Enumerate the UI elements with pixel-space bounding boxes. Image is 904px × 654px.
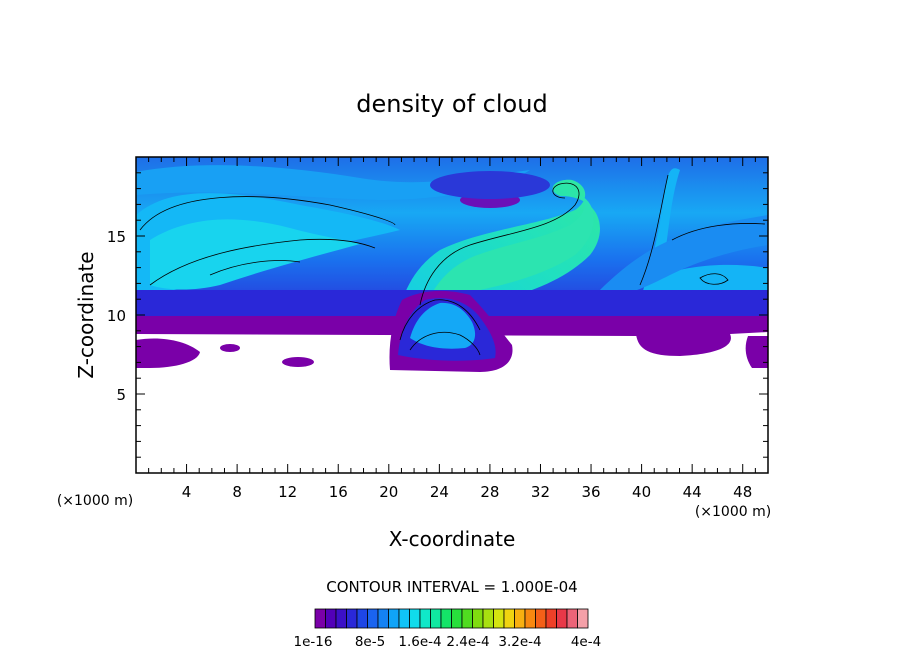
x-tick-label: 24 — [430, 483, 449, 501]
x-tick-label: 40 — [632, 483, 651, 501]
colorbar-swatch — [451, 608, 463, 629]
contour-line-6 — [671, 223, 766, 241]
contour-line-4 — [419, 182, 580, 306]
purple-patch-2 — [282, 357, 314, 367]
colorbar-label: 4e-4 — [571, 634, 601, 650]
colorbar-swatch — [430, 608, 442, 629]
contour-line-7 — [699, 273, 729, 285]
colorbar-swatch — [535, 608, 547, 629]
x-tick-label: 48 — [733, 483, 752, 501]
x-tick-label: 32 — [531, 483, 550, 501]
colorbar-labels: 1e-16 8e-5 1.6e-4 2.4e-4 3.2e-4 4e-4 — [294, 634, 602, 650]
colorbar-swatch — [335, 608, 347, 629]
colorbar-swatch — [524, 608, 536, 629]
y-axis-unit: (×1000 m) — [57, 493, 133, 509]
right-band — [600, 215, 768, 300]
y-tick-label: 10 — [107, 307, 126, 325]
colorbar — [314, 608, 589, 629]
contour-line-5 — [639, 174, 669, 286]
x-axis-tick-labels: 4 8 12 16 20 24 28 32 36 40 44 48 — [182, 483, 752, 501]
contour-line-8 — [399, 299, 481, 341]
purple-patch-far-right — [745, 336, 768, 368]
y-axis-ticks — [136, 172, 768, 458]
contour-lines — [139, 174, 766, 356]
x-tick-label: 20 — [379, 483, 398, 501]
colorbar-swatch — [482, 608, 494, 629]
colorbar-swatch — [377, 608, 389, 629]
colorbar-swatch — [356, 608, 368, 629]
x-tick-label: 16 — [329, 483, 348, 501]
colorbar-swatch — [566, 608, 578, 629]
y-tick-label: 5 — [116, 386, 126, 404]
purple-patch-1 — [220, 344, 240, 352]
right-swirl — [640, 168, 768, 300]
colorbar-swatch — [493, 608, 505, 629]
colorbar-label: 3.2e-4 — [498, 634, 541, 650]
colorbar-swatch — [419, 608, 431, 629]
colorbar-swatch — [325, 608, 337, 629]
purple-patch-left — [136, 338, 200, 368]
colorbar-swatch — [556, 608, 568, 629]
colorbar-swatch — [409, 608, 421, 629]
chart-title: density of cloud — [356, 90, 547, 118]
y-axis-label: Z-coordinate — [74, 251, 98, 378]
colorbar-swatch — [545, 608, 557, 629]
convective-core-inner — [410, 302, 476, 349]
x-axis-label: X-coordinate — [389, 527, 516, 551]
colorbar-swatch — [314, 608, 326, 629]
colorbar-swatch — [514, 608, 526, 629]
contour-line-2 — [149, 238, 376, 286]
colorbar-swatch — [472, 608, 484, 629]
colorbar-swatch — [503, 608, 515, 629]
cloud-field — [136, 157, 768, 372]
colorbar-label: 8e-5 — [355, 634, 385, 650]
x-axis-unit: (×1000 m) — [695, 504, 771, 520]
colorbar-swatch — [346, 608, 358, 629]
colorbar-swatch — [398, 608, 410, 629]
x-tick-label: 12 — [278, 483, 297, 501]
colorbar-swatch — [367, 608, 379, 629]
x-tick-label: 8 — [232, 483, 242, 501]
colorbar-label: 1.6e-4 — [398, 634, 441, 650]
contour-line-1 — [139, 196, 396, 231]
colorbar-swatch — [577, 608, 589, 629]
x-axis-ticks — [148, 157, 756, 473]
x-tick-label: 36 — [581, 483, 600, 501]
contour-line-3 — [209, 260, 301, 276]
y-tick-label: 15 — [107, 228, 126, 246]
contour-interval-text: CONTOUR INTERVAL = 1.000E-04 — [326, 578, 577, 596]
x-tick-label: 44 — [683, 483, 702, 501]
colorbar-label: 1e-16 — [294, 634, 333, 650]
cyan-band-left-inner — [150, 219, 360, 290]
colorbar-label: 2.4e-4 — [446, 634, 489, 650]
colorbar-swatch — [440, 608, 452, 629]
colorbar-swatch — [388, 608, 400, 629]
blue-blob-top — [430, 171, 550, 199]
x-tick-label: 4 — [182, 483, 192, 501]
contour-line-9 — [409, 331, 481, 356]
purple-patch-right — [636, 334, 731, 356]
x-tick-label: 28 — [480, 483, 499, 501]
cyan-band-upper — [136, 165, 530, 200]
y-axis-tick-labels: 5 10 15 — [107, 228, 126, 404]
colorbar-swatch — [461, 608, 473, 629]
